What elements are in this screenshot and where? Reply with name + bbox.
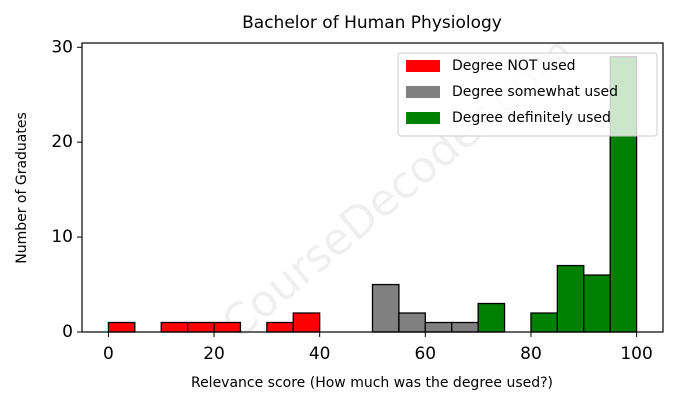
- x-tick-label: 0: [103, 344, 114, 364]
- bar: [292, 312, 321, 333]
- legend: Degree NOT used Degree somewhat used Degre…: [397, 52, 658, 137]
- bar: [477, 302, 506, 333]
- plot-frame: [81, 42, 664, 333]
- bar: [371, 283, 400, 333]
- legend-swatch: [406, 60, 440, 72]
- y-tick-label: 30: [51, 37, 73, 57]
- bar: [266, 321, 294, 333]
- bar: [160, 321, 189, 333]
- bar: [213, 321, 242, 333]
- bar: [451, 321, 479, 333]
- x-axis-label: Relevance score (How much was the degree…: [191, 375, 553, 391]
- y-tick-label: 0: [62, 322, 73, 342]
- legend-swatch: [406, 112, 440, 124]
- bar: [186, 321, 215, 333]
- legend-label: Degree definitely used: [452, 110, 611, 126]
- bar: [530, 312, 559, 333]
- y-tick-label: 10: [51, 227, 73, 247]
- bar: [107, 321, 136, 333]
- legend-label: Degree somewhat used: [452, 84, 618, 100]
- x-tick-label: 40: [309, 344, 331, 364]
- x-tick-label: 80: [520, 344, 542, 364]
- x-tick-label: 20: [203, 344, 225, 364]
- legend-label: Degree NOT used: [452, 58, 576, 74]
- legend-box: [397, 52, 658, 137]
- x-tick-label: 100: [620, 344, 652, 364]
- x-tick-label: 60: [414, 344, 436, 364]
- bar: [556, 264, 585, 333]
- y-tick-label: 20: [51, 132, 73, 152]
- chart-title: Bachelor of Human Physiology: [242, 13, 502, 33]
- y-axis-label: Number of Graduates: [14, 112, 30, 264]
- bar: [583, 274, 611, 333]
- bar: [398, 312, 426, 333]
- bar: [424, 321, 453, 333]
- legend-swatch: [406, 86, 440, 98]
